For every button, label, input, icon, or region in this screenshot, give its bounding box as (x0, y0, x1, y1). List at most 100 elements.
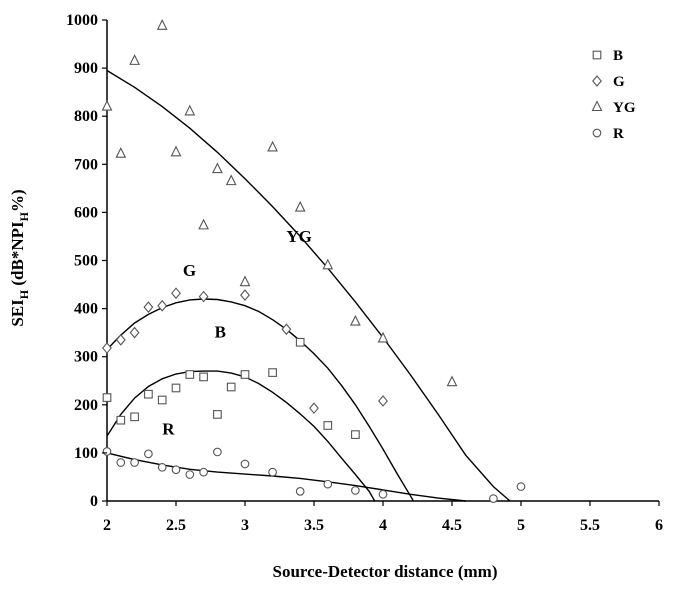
data-point-yg (294, 200, 306, 212)
data-point-g (115, 334, 126, 346)
data-point-yg (156, 19, 168, 30)
data-point-b (226, 382, 236, 392)
data-point-g (240, 289, 250, 301)
y-axis-title-mid: (dB*NPI (8, 221, 27, 290)
data-point-b (199, 372, 208, 382)
data-point-g (378, 395, 388, 407)
x-tick-label: 4 (379, 517, 387, 534)
y-axis-title: SEIH (dB*NPIH%) (8, 189, 31, 326)
legend-label-b: B (613, 48, 623, 64)
y-tick-label: 900 (74, 60, 98, 77)
data-point-b (157, 395, 167, 405)
data-point-g (198, 290, 209, 303)
x-tick-label: 2 (103, 517, 111, 534)
x-tick-label: 3.5 (304, 517, 324, 534)
y-axis-title-sub2: H (17, 211, 31, 221)
curve-label-b: B (215, 322, 226, 341)
fit-line-r (106, 452, 466, 502)
data-point-r (378, 489, 388, 499)
y-tick-label: 600 (74, 204, 98, 221)
data-point-b (185, 370, 195, 379)
data-point-r (323, 479, 333, 489)
data-point-yg (198, 218, 209, 230)
data-point-r (213, 447, 222, 457)
y-axis-title-prefix: SEI (8, 299, 27, 327)
x-axis-title: Source-Detector distance (mm) (272, 562, 497, 581)
data-point-b (102, 393, 112, 402)
data-point-yg (101, 99, 113, 111)
data-point-b (130, 412, 139, 422)
y-tick-label: 100 (74, 445, 98, 462)
y-tick-label: 400 (74, 301, 98, 318)
data-point-b (213, 410, 222, 419)
data-point-g (309, 402, 319, 415)
data-point-b (240, 370, 250, 379)
data-point-r (351, 486, 360, 495)
y-tick-label: 1000 (66, 12, 98, 29)
data-point-r (295, 487, 305, 496)
data-point-r (516, 482, 526, 491)
data-point-b (268, 368, 277, 377)
data-point-b (171, 383, 181, 393)
legend-marker-b (592, 50, 602, 60)
data-point-yg (184, 104, 196, 116)
legend-label-r: R (613, 126, 624, 142)
data-point-r (157, 462, 167, 472)
data-point-r (130, 458, 139, 467)
data-point-yg (129, 54, 140, 65)
data-point-yg (377, 331, 389, 343)
y-tick-label: 700 (74, 156, 98, 173)
x-tick-label: 3 (241, 517, 249, 534)
x-tick-label: 5.5 (580, 517, 600, 534)
data-point-yg (350, 314, 361, 326)
fit-line-g (106, 298, 415, 502)
y-axis-title-sub1: H (17, 289, 31, 299)
data-point-r (185, 470, 195, 479)
data-point-b (295, 337, 305, 347)
data-point-r (102, 447, 112, 456)
curve-label-yg: YG (286, 227, 312, 246)
data-point-r (489, 494, 498, 503)
data-point-b (116, 415, 126, 425)
data-point-yg (446, 375, 458, 387)
data-point-r (116, 458, 126, 467)
data-point-yg (225, 174, 237, 186)
x-tick-label: 4.5 (442, 517, 462, 534)
data-point-g (129, 326, 140, 339)
y-tick-label: 0 (90, 493, 98, 510)
data-point-g (171, 287, 181, 300)
x-tick-label: 2.5 (166, 517, 186, 534)
data-point-b (323, 421, 333, 430)
data-point-yg (212, 162, 223, 174)
data-point-r (171, 465, 181, 475)
fit-line-yg (106, 69, 511, 502)
curve-label-r: R (162, 420, 175, 439)
y-tick-label: 800 (74, 108, 98, 125)
curve-label-g: G (183, 261, 196, 280)
data-point-g (143, 301, 154, 314)
data-point-r (240, 459, 250, 469)
data-point-g (281, 323, 292, 336)
data-point-b (144, 389, 153, 399)
legend-marker-yg (591, 100, 603, 112)
data-point-yg (322, 258, 334, 270)
data-point-g (102, 342, 112, 354)
data-point-g (157, 299, 168, 312)
legend-label-yg: YG (613, 100, 636, 116)
y-axis-title-suffix: %) (8, 189, 27, 212)
data-point-b (351, 430, 360, 439)
x-tick-label: 5 (517, 517, 525, 534)
data-point-r (268, 467, 277, 477)
y-tick-label: 500 (74, 253, 98, 270)
data-point-r (144, 449, 153, 459)
legend-marker-g (592, 75, 602, 87)
data-point-yg (239, 275, 251, 287)
y-tick-label: 200 (74, 397, 98, 414)
data-point-yg (115, 146, 127, 158)
y-tick-label: 300 (74, 349, 98, 366)
legend-label-g: G (613, 74, 625, 90)
data-point-r (199, 467, 208, 477)
x-tick-label: 6 (655, 517, 663, 534)
